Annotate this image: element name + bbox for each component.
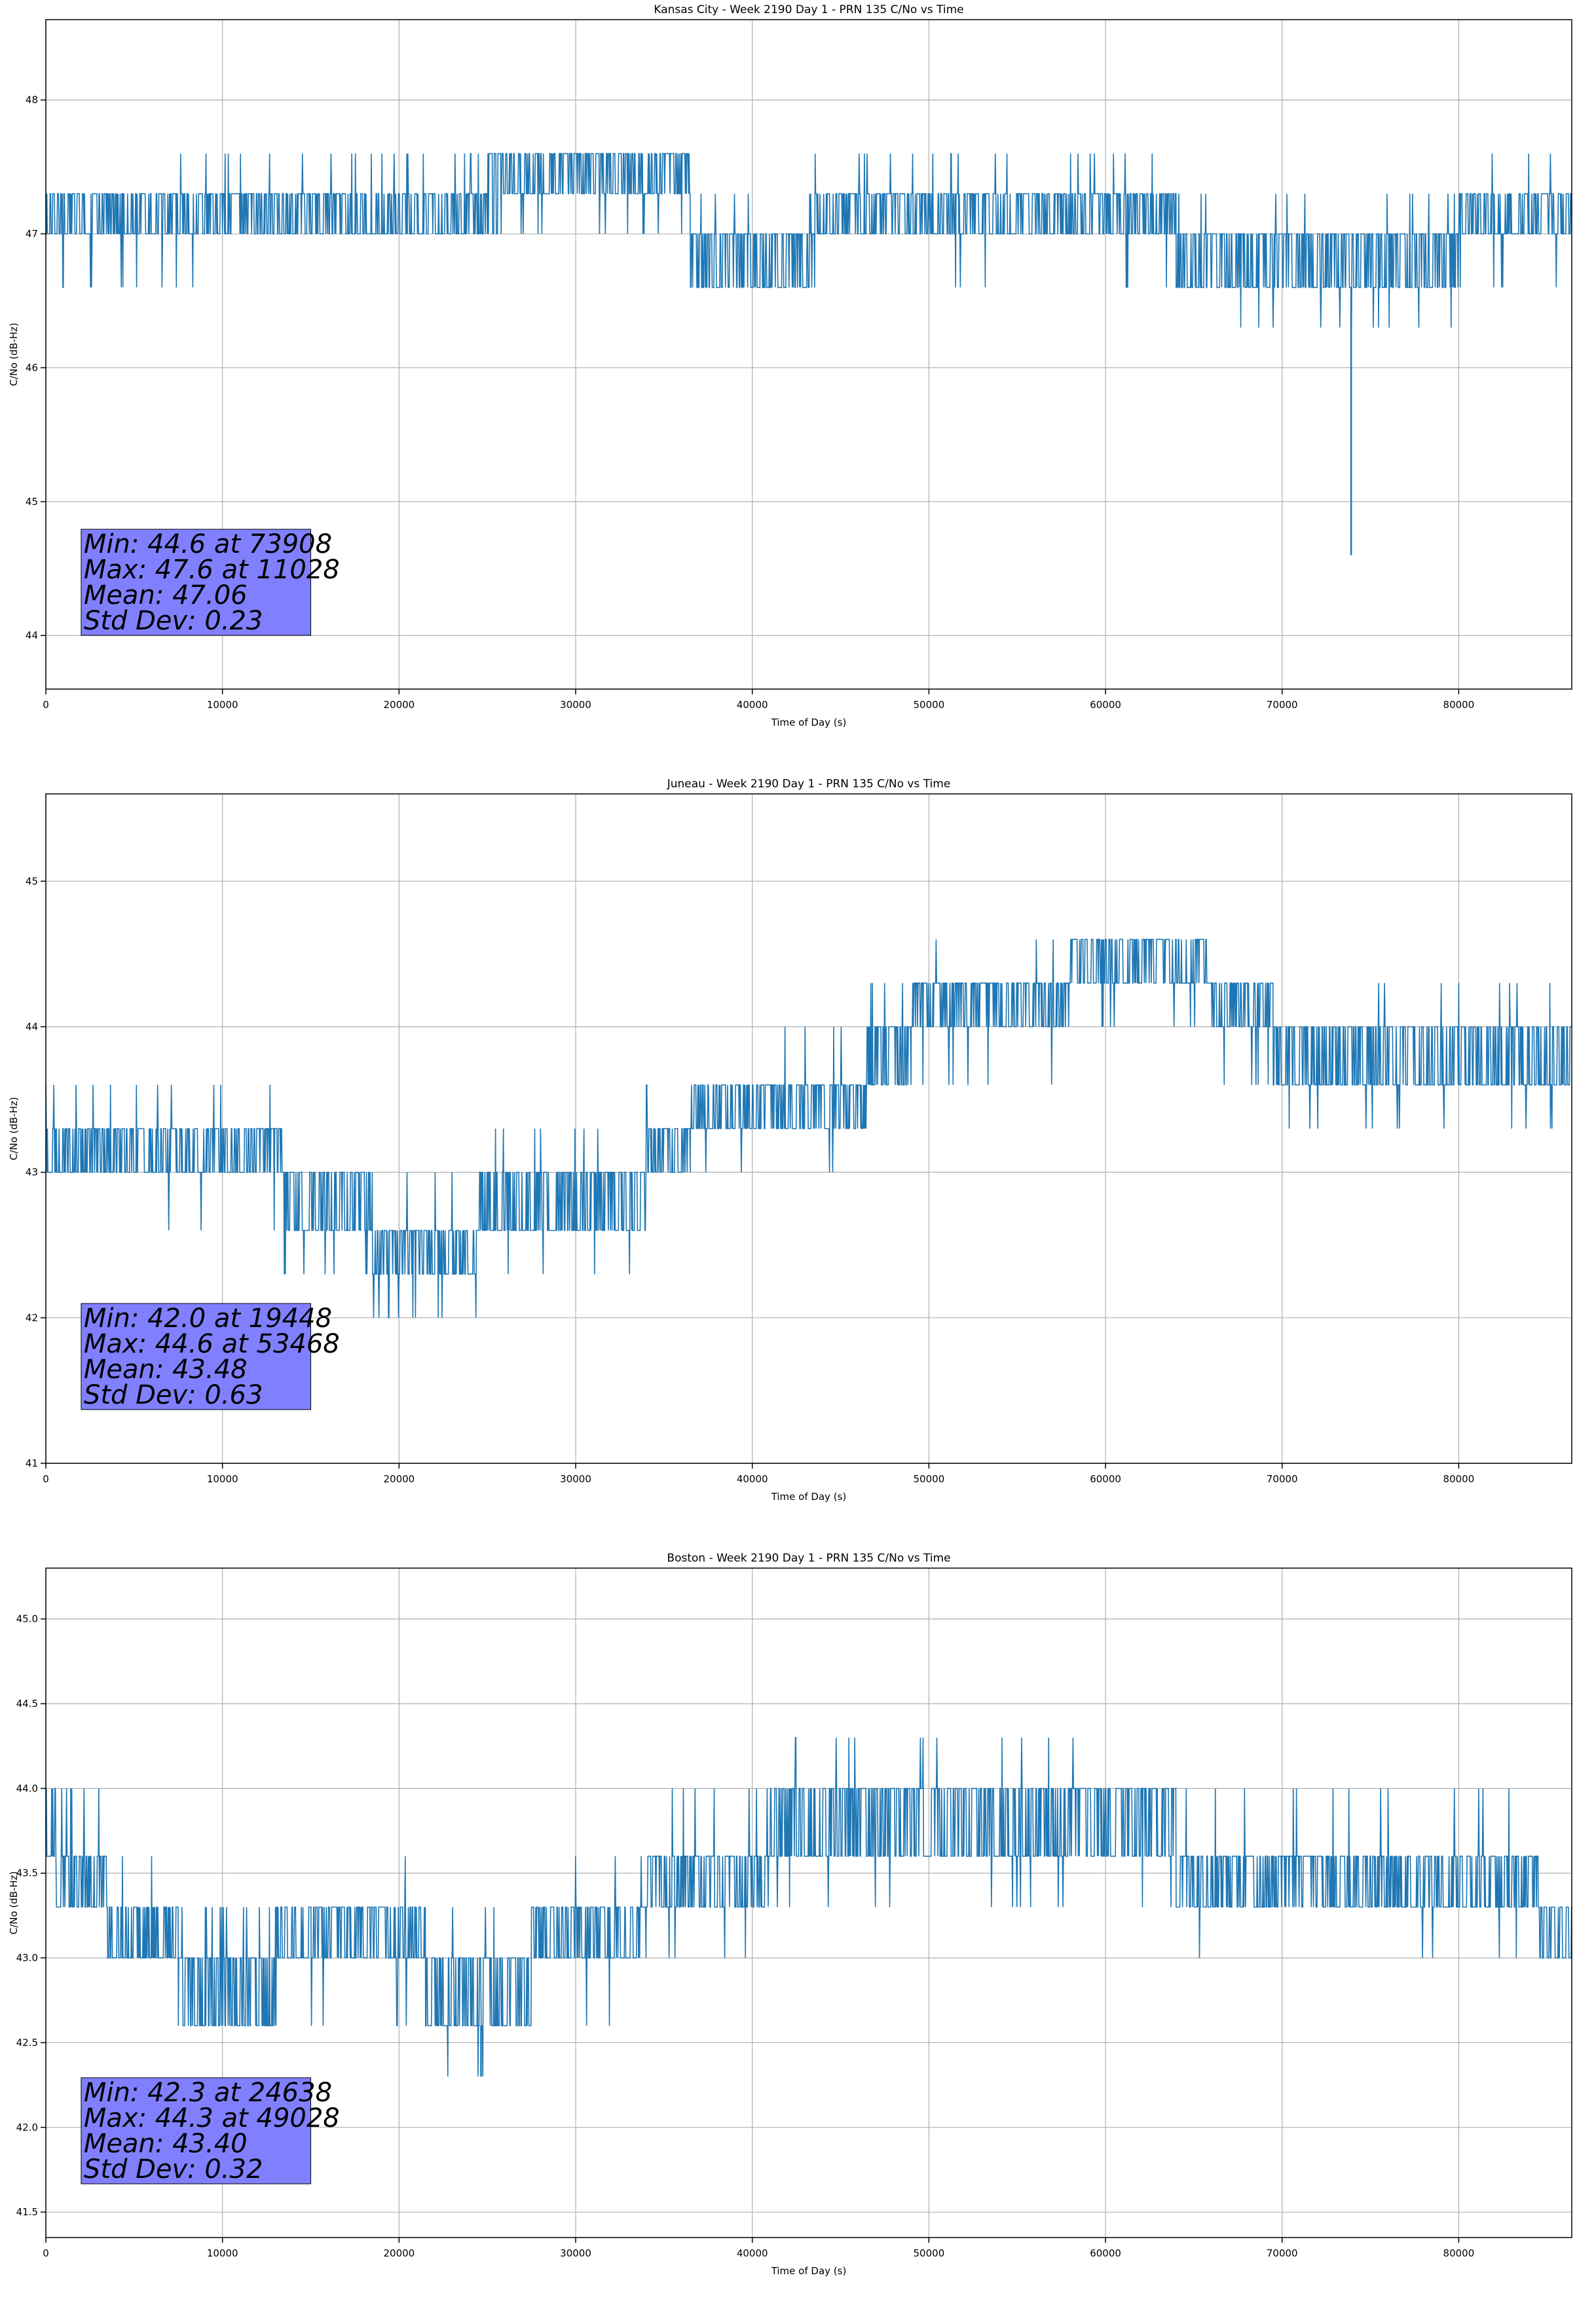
x-tick-label: 50000 [914, 2247, 945, 2259]
y-tick-label: 46 [26, 362, 38, 373]
x-axis: 0 10000 20000 30000 40000 50000 60000 70000 8000… [43, 2238, 1474, 2259]
y-tick-label: 45 [26, 875, 38, 887]
x-tick-label: 10000 [207, 699, 238, 711]
y-axis-label: C/No (dB-Hz) [8, 323, 20, 386]
x-tick-label: 0 [43, 1473, 49, 1485]
stats-line: Min: 42.3 at 24638 [84, 2078, 332, 2108]
plot-frame [45, 19, 1572, 690]
stats-line: Max: 44.6 at 53468 [84, 1329, 340, 1359]
chart-title: Boston - Week 2190 Day 1 - PRN 135 C/No … [667, 1552, 950, 1565]
x-tick-label: 10000 [207, 2247, 238, 2259]
y-tick-label: 45.0 [16, 1613, 38, 1625]
y-tick-label: 42.0 [16, 2122, 38, 2133]
x-axis: 0 10000 20000 30000 40000 50000 60000 70000 8000… [43, 689, 1474, 711]
chart-juneau: 0 10000 20000 30000 40000 50000 60000 70000 8000… [8, 778, 1572, 1503]
x-axis: 0 10000 20000 30000 40000 50000 60000 70000 8000… [43, 1463, 1474, 1485]
x-tick-label: 0 [43, 2247, 49, 2259]
y-tick-label: 45 [26, 496, 38, 508]
x-tick-label: 70000 [1267, 2247, 1298, 2259]
x-tick-label: 10000 [207, 1473, 238, 1485]
x-tick-label: 80000 [1443, 699, 1475, 711]
x-tick-label: 30000 [560, 699, 591, 711]
y-axis-label: C/No (dB-Hz) [8, 1097, 20, 1161]
stats-line: Min: 44.6 at 73908 [84, 529, 332, 559]
y-axis-label: C/No (dB-Hz) [8, 1871, 20, 1935]
x-tick-label: 70000 [1267, 1473, 1298, 1485]
x-tick-label: 30000 [560, 2247, 591, 2259]
y-tick-label: 41.5 [16, 2206, 38, 2218]
x-tick-label: 40000 [737, 2247, 768, 2259]
data-line [45, 939, 1572, 1319]
x-tick-label: 50000 [914, 1473, 945, 1485]
data-line [46, 1736, 1572, 2077]
stats-line: Max: 44.3 at 49028 [84, 2103, 340, 2133]
x-tick-label: 30000 [560, 1473, 591, 1485]
stats-line: Std Dev: 0.23 [84, 606, 263, 636]
y-tick-label: 42 [26, 1312, 38, 1324]
stats-box [81, 529, 312, 636]
y-tick-label: 44 [26, 1021, 38, 1032]
y-tick-label: 43.5 [16, 1867, 38, 1879]
x-axis-label: Time of Day (s) [771, 2265, 847, 2277]
x-tick-label: 20000 [383, 699, 415, 711]
x-tick-label: 70000 [1267, 699, 1298, 711]
stats-box [81, 1303, 312, 1410]
stats-line: Std Dev: 0.63 [84, 1380, 263, 1410]
data-line [45, 153, 1572, 328]
chart-boston: 0 10000 20000 30000 40000 50000 60000 70000 8000… [8, 1552, 1572, 2277]
y-tick-label: 44 [26, 629, 38, 641]
plot-frame [45, 793, 1572, 1464]
grid [45, 1568, 1572, 2238]
x-tick-label: 60000 [1090, 1473, 1121, 1485]
x-tick-label: 80000 [1443, 2247, 1475, 2259]
x-tick-label: 50000 [914, 699, 945, 711]
x-tick-label: 60000 [1090, 699, 1121, 711]
x-tick-label: 20000 [383, 2247, 415, 2259]
stats-line: Mean: 47.06 [84, 580, 248, 610]
x-tick-label: 80000 [1443, 1473, 1475, 1485]
stats-line: Max: 47.6 at 11028 [84, 555, 340, 585]
stats-line: Mean: 43.40 [84, 2129, 248, 2159]
y-tick-label: 43 [26, 1167, 38, 1178]
y-tick-label: 48 [26, 94, 38, 106]
y-tick-label: 44.0 [16, 1782, 38, 1794]
chart-panel-juneau: 0 10000 20000 30000 40000 50000 60000 70000 8000… [0, 774, 1577, 1548]
y-axis: 41 42 43 44 45 [26, 875, 46, 1469]
stats-box [81, 2077, 312, 2184]
stats-line: Min: 42.0 at 19448 [84, 1303, 332, 1334]
x-tick-label: 60000 [1090, 2247, 1121, 2259]
y-axis: 44 45 46 47 48 [26, 94, 46, 641]
x-tick-label: 40000 [737, 699, 768, 711]
x-axis-label: Time of Day (s) [771, 1491, 847, 1503]
x-tick-label: 0 [43, 699, 49, 711]
y-tick-label: 41 [26, 1457, 38, 1469]
y-tick-label: 42.5 [16, 2036, 38, 2048]
y-axis: 41.5 42.0 42.5 43.0 43.5 44.0 44.5 45.0 [16, 1613, 46, 2218]
stats-line: Mean: 43.48 [84, 1355, 248, 1385]
x-tick-label: 20000 [383, 1473, 415, 1485]
y-tick-label: 44.5 [16, 1698, 38, 1710]
x-tick-label: 40000 [737, 1473, 768, 1485]
x-axis-label: Time of Day (s) [771, 717, 847, 728]
plot-frame [45, 1567, 1572, 2238]
chart-panel-kansas-city: 0 10000 20000 30000 40000 50000 60000 70000 8000… [0, 0, 1577, 774]
chart-title: Kansas City - Week 2190 Day 1 - PRN 135 … [654, 3, 963, 16]
y-tick-label: 43.0 [16, 1952, 38, 1964]
stats-line: Std Dev: 0.32 [84, 2154, 263, 2184]
chart-title: Juneau - Week 2190 Day 1 - PRN 135 C/No … [667, 778, 951, 791]
chart-kansas-city: 0 10000 20000 30000 40000 50000 60000 70000 8000… [8, 3, 1572, 728]
chart-panel-boston: 0 10000 20000 30000 40000 50000 60000 70000 8000… [0, 1548, 1577, 2324]
y-tick-label: 47 [26, 228, 38, 240]
